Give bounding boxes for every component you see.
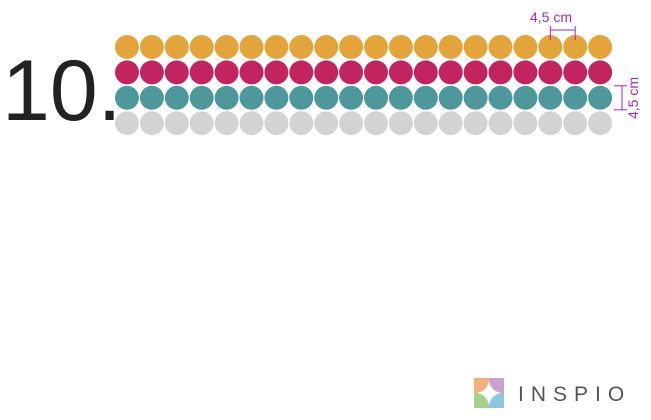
dot (214, 60, 239, 85)
dot (139, 35, 164, 59)
dot (314, 35, 339, 59)
dot (289, 85, 314, 110)
dot (388, 60, 413, 85)
dot (513, 60, 538, 85)
dot (264, 85, 289, 110)
dot (563, 85, 588, 110)
dot (189, 60, 214, 85)
dot (264, 35, 289, 59)
dot (588, 85, 613, 110)
dot (115, 85, 139, 110)
dot (264, 111, 289, 136)
dot (563, 35, 588, 59)
dot (139, 111, 164, 136)
dot (513, 85, 538, 110)
dot (364, 60, 388, 85)
dot (239, 111, 264, 136)
dot (164, 111, 189, 136)
dot (289, 60, 314, 85)
dot (264, 60, 289, 85)
dot (588, 111, 613, 136)
dot (314, 111, 339, 136)
dot (239, 85, 264, 110)
dot (413, 85, 438, 110)
dot (488, 60, 513, 85)
dot (588, 60, 613, 85)
dot (388, 111, 413, 136)
dot (164, 85, 189, 110)
dot (339, 60, 364, 85)
dot (214, 85, 239, 110)
dot (139, 60, 164, 85)
dot (538, 60, 563, 85)
dot (364, 35, 388, 59)
height-label: 4,5 cm (625, 77, 641, 119)
dot (438, 85, 463, 110)
dot (388, 35, 413, 59)
dot (189, 111, 214, 136)
dot (164, 35, 189, 59)
dot (115, 35, 139, 59)
dot (364, 111, 388, 136)
dot (388, 85, 413, 110)
dot (463, 111, 488, 136)
dot (239, 60, 264, 85)
dot (538, 111, 563, 136)
dimensions: 4,5 cm 4,5 cm (530, 9, 641, 119)
dot (463, 60, 488, 85)
dot (115, 111, 139, 136)
dot (563, 60, 588, 85)
logo-star (477, 381, 501, 405)
dot (538, 35, 563, 59)
dot (488, 111, 513, 136)
dot (164, 60, 189, 85)
dot (239, 35, 264, 59)
dot (339, 35, 364, 59)
brand-logo: INSPIO (474, 378, 631, 408)
dot (538, 85, 563, 110)
dot (438, 60, 463, 85)
width-label: 4,5 cm (530, 9, 572, 25)
dot (563, 111, 588, 136)
dot (488, 85, 513, 110)
dot (364, 85, 388, 110)
dot (588, 35, 613, 59)
dot (189, 35, 214, 59)
dot (139, 85, 164, 110)
dot (214, 111, 239, 136)
brand-name: INSPIO (518, 383, 631, 406)
dot-grid (115, 35, 613, 136)
dot (463, 85, 488, 110)
dot (513, 111, 538, 136)
dot (463, 35, 488, 59)
dot (314, 85, 339, 110)
dot (339, 111, 364, 136)
dot (438, 35, 463, 59)
dot (413, 60, 438, 85)
dot (339, 85, 364, 110)
dot (314, 60, 339, 85)
dot (513, 35, 538, 59)
dot (189, 85, 214, 110)
dot (115, 60, 139, 85)
dot (413, 111, 438, 136)
dot (214, 35, 239, 59)
dot (488, 35, 513, 59)
set-number: 10. (2, 43, 122, 139)
dot (413, 35, 438, 59)
dot (289, 111, 314, 136)
dot (289, 35, 314, 59)
dot (438, 111, 463, 136)
